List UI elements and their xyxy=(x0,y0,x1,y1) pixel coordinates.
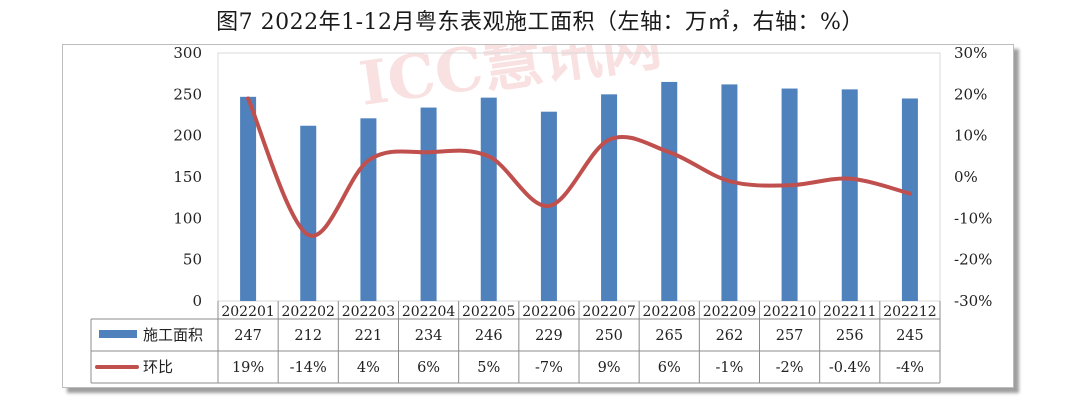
line-data-label: -7% xyxy=(535,360,563,376)
category-label: 202206 xyxy=(522,304,576,320)
line-data-label: 4% xyxy=(357,360,380,376)
bar-data-label: 221 xyxy=(355,328,383,344)
bar-202202 xyxy=(300,125,317,301)
bar-data-label: 212 xyxy=(294,328,322,344)
watermark-text: ICC慧讯网 xyxy=(355,45,665,120)
legend-label-bar: 施工面积 xyxy=(143,326,203,344)
right-tick-label: -30% xyxy=(954,292,992,310)
line-data-label: 6% xyxy=(417,360,440,376)
line-data-label: 19% xyxy=(232,360,264,376)
left-tick-label: 50 xyxy=(183,251,202,269)
line-data-label: 6% xyxy=(658,360,681,376)
left-tick-label: 100 xyxy=(173,209,202,227)
legend-label-line: 环比 xyxy=(143,358,173,376)
bar-data-label: 257 xyxy=(776,328,804,344)
category-label: 202211 xyxy=(823,304,876,320)
bar-data-label: 234 xyxy=(415,328,443,344)
category-label: 202207 xyxy=(582,304,635,320)
category-label: 202212 xyxy=(883,304,936,320)
left-tick-label: 0 xyxy=(192,292,202,310)
bar-data-label: 256 xyxy=(836,328,864,344)
category-label: 202208 xyxy=(643,304,696,320)
bar-202205 xyxy=(480,97,497,301)
bar-data-label: 250 xyxy=(595,328,623,344)
line-data-label: -4% xyxy=(896,360,924,376)
category-label: 202202 xyxy=(282,304,335,320)
line-data-label: -1% xyxy=(715,360,743,376)
bar-202204 xyxy=(420,107,437,301)
right-tick-label: 20% xyxy=(954,85,987,103)
line-data-label: -14% xyxy=(290,360,327,376)
legend-key-bar xyxy=(99,330,137,338)
chart-svg: ICC慧讯网 0 50 100 150 200 250 300 -30% -20% -10% 0% 10… xyxy=(90,45,992,384)
category-label: 202209 xyxy=(703,304,756,320)
bar-data-label: 262 xyxy=(716,328,744,344)
left-tick-label: 300 xyxy=(173,45,202,62)
watermark-logo: ICC慧讯网 xyxy=(355,45,665,120)
line-data-label: -0.4% xyxy=(829,360,871,376)
category-label: 202205 xyxy=(462,304,515,320)
bar-data-label: 247 xyxy=(234,328,262,344)
left-tick-label: 250 xyxy=(173,85,202,103)
left-tick-label: 200 xyxy=(173,127,202,145)
line-data-label: 9% xyxy=(598,360,621,376)
bar-202207 xyxy=(601,94,618,301)
chart-panel: ICC慧讯网 0 50 100 150 200 250 300 -30% -20% -10% 0% 10… xyxy=(62,44,1014,388)
bar-202208 xyxy=(661,81,678,301)
left-tick-label: 150 xyxy=(173,168,202,186)
category-label: 202210 xyxy=(763,304,816,320)
bar-202209 xyxy=(721,84,738,301)
right-tick-label: 0% xyxy=(954,168,978,186)
bar-202201 xyxy=(240,96,257,302)
bar-data-label: 245 xyxy=(896,328,924,344)
bar-data-label: 246 xyxy=(475,328,503,344)
bar-202212 xyxy=(901,98,918,301)
bar-data-label: 229 xyxy=(535,328,563,344)
right-tick-label: 30% xyxy=(954,45,987,62)
bar-202210 xyxy=(781,88,798,301)
bar-202203 xyxy=(360,118,377,301)
line-data-label: 5% xyxy=(477,360,500,376)
bar-data-label: 265 xyxy=(655,328,683,344)
right-tick-label: -10% xyxy=(954,209,992,227)
line-data-label: -2% xyxy=(776,360,804,376)
bar-202211 xyxy=(841,89,858,301)
category-label: 202201 xyxy=(221,304,274,320)
right-tick-label: 10% xyxy=(954,127,987,145)
category-label: 202204 xyxy=(402,304,456,320)
chart-title: 图7 2022年1-12月粤东表观施工面积（左轴：万㎡，右轴：%） xyxy=(216,10,864,35)
series-line-环比 xyxy=(246,96,912,238)
right-tick-label: -20% xyxy=(954,251,992,269)
category-label: 202203 xyxy=(342,304,395,320)
